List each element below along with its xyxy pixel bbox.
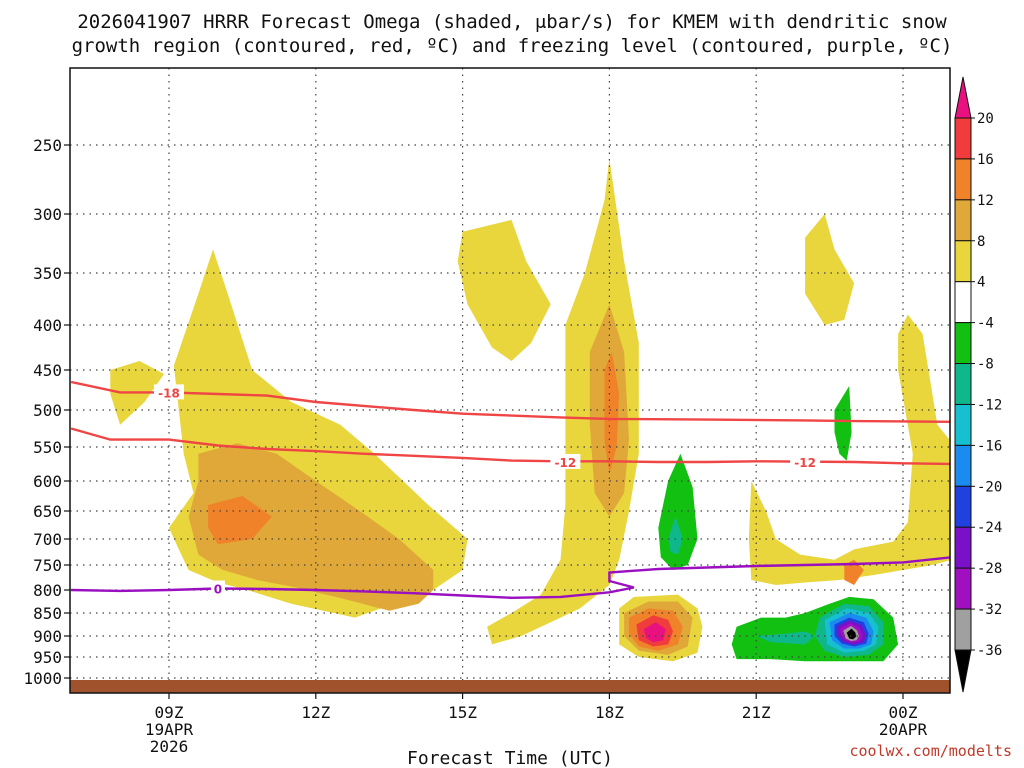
y-tick-label-500: 500 (33, 401, 62, 420)
colorbar-label-neg8: -8 (977, 357, 994, 373)
plot-frame (69, 67, 951, 694)
omega-region-12-3 (844, 559, 864, 585)
colorbar-label-neg12: -12 (977, 397, 1002, 413)
colorbar-top-triangle (954, 76, 972, 119)
x-tick-label-09Z: 09Z (155, 703, 184, 722)
colorbar-label-20: 20 (977, 111, 994, 127)
colorbar-box-0 (954, 117, 972, 160)
x-tick-label-00Z: 00Z (889, 703, 918, 722)
colorbar-box-1 (954, 158, 972, 201)
x-tick-label-15Z: 15Z (448, 703, 477, 722)
contour-label-freezing-level-0: 0 (214, 583, 222, 597)
omega-region-4-4 (748, 314, 950, 585)
contour-label-dgz-bottom-12b: -12 (794, 456, 816, 470)
y-tick-label-950: 950 (33, 648, 62, 667)
colorbar-box-4 (954, 281, 972, 324)
y-tick-label-700: 700 (33, 530, 62, 549)
omega-region-4-2 (457, 219, 551, 361)
y-tick-label-750: 750 (33, 556, 62, 575)
colorbar-box-10 (954, 526, 972, 569)
colorbar-label-neg32: -32 (977, 602, 1002, 618)
y-tick-label-550: 550 (33, 438, 62, 457)
y-tick-label-350: 350 (33, 264, 62, 283)
colorbar-label-16: 16 (977, 152, 994, 168)
omega-region-neg8-1 (756, 631, 815, 645)
ground-surface-bar (70, 680, 950, 693)
colorbar-box-6 (954, 363, 972, 405)
chart-title-line2: growth region (contoured, red, ºC) and f… (72, 35, 953, 57)
omega-region-12-0 (208, 496, 272, 545)
omega-region-neg36-0 (846, 628, 856, 640)
y-tick-label-600: 600 (33, 472, 62, 491)
colorbar-label-4: 4 (977, 275, 985, 291)
contour-label-bg-dgz-top-18 (154, 384, 184, 400)
y-tick-label-300: 300 (33, 205, 62, 224)
colorbar-label-neg20: -20 (977, 479, 1002, 495)
colorbar-label-neg24: -24 (977, 520, 1002, 536)
omega-region-20-0 (643, 622, 666, 643)
colorbar-label-neg16: -16 (977, 438, 1002, 454)
contour-label-dgz-bottom-12: -12 (555, 456, 577, 470)
omega-region-8-0 (188, 443, 434, 611)
source-credit: coolwx.com/modelts (849, 742, 1012, 760)
colorbar-box-12 (954, 608, 972, 651)
plot-area: -18 -12 -12 0 250 300 350 400 450 500 550 600 650 700… (23, 67, 1002, 756)
colorbar-box-8 (954, 444, 972, 487)
colorbar-box-7 (954, 403, 972, 446)
x-tick-label-2026: 2026 (150, 737, 189, 756)
omega-region-neg8-0 (668, 516, 683, 555)
y-tick-label-450: 450 (33, 361, 62, 380)
contour-label-dgz-top-18: -18 (158, 386, 180, 400)
colorbar-bottom-triangle (954, 649, 972, 693)
colorbar-label-12: 12 (977, 193, 994, 209)
x-tick-label-20APR: 20APR (879, 720, 928, 739)
omega-region-4-3 (487, 158, 639, 645)
colorbar-box-3 (954, 240, 972, 283)
colorbar-box-5 (954, 322, 972, 365)
colorbar-label-8: 8 (977, 234, 985, 250)
y-tick-label-650: 650 (33, 502, 62, 521)
chart-title-line1: 2026041907 HRRR Forecast Omega (shaded, … (77, 11, 947, 33)
y-tick-label-900: 900 (33, 627, 62, 646)
contour-label-bg-dgz-bottom-12 (550, 453, 581, 469)
y-tick-label-850: 850 (33, 604, 62, 623)
y-tick-label-1000: 1000 (23, 669, 62, 688)
x-axis-label: Forecast Time (UTC) (407, 748, 613, 768)
y-tick-label-800: 800 (33, 581, 62, 600)
x-tick-label-21Z: 21Z (742, 703, 771, 722)
contour-label-bg-dgz-bottom-12b (790, 453, 821, 469)
colorbar-label-neg36: -36 (977, 643, 1002, 659)
contour-dgz-bottom-12 (70, 427, 950, 466)
colorbar-box-9 (954, 485, 972, 528)
contour-freezing-level-0 (71, 556, 950, 600)
colorbar-box-11 (954, 567, 972, 610)
colorbar-label-neg28: -28 (977, 561, 1002, 577)
plot-interior: -18 -12 -12 0 (70, 68, 950, 693)
colorbar-label-neg4: -4 (977, 316, 994, 332)
omega-region-neg4-1 (834, 386, 852, 461)
omega-region-neg4-0 (658, 453, 698, 570)
contour-label-bg-freezing-level-0 (210, 580, 225, 596)
x-tick-label-12Z: 12Z (301, 703, 330, 722)
x-tick-label-19APR: 19APR (145, 720, 194, 739)
y-tick-label-250: 250 (33, 136, 62, 155)
y-tick-label-400: 400 (33, 316, 62, 335)
colorbar-box-2 (954, 199, 972, 242)
x-tick-label-18Z: 18Z (595, 703, 624, 722)
omega-region-12-1 (604, 352, 620, 475)
omega-region-4-5 (805, 214, 855, 325)
